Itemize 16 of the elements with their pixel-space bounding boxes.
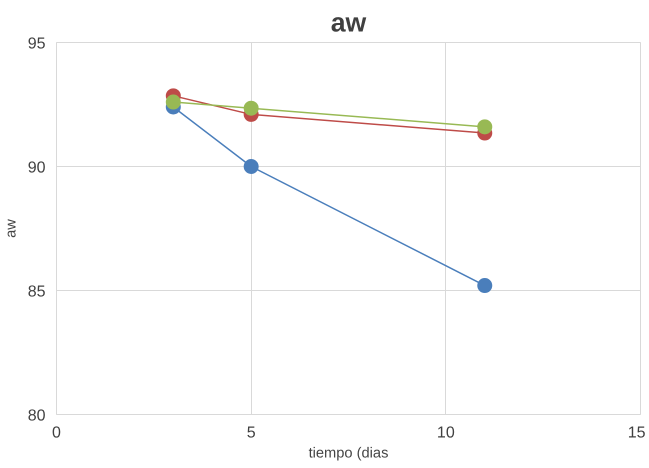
x-axis-title: tiempo (dias — [308, 446, 388, 462]
y-tick-label: 90 — [28, 160, 46, 176]
x-tick-label: 15 — [628, 424, 646, 442]
point — [244, 100, 259, 116]
point — [477, 278, 492, 294]
x-tick-label: 0 — [52, 424, 62, 442]
y-axis-title: aw — [4, 218, 20, 238]
point — [166, 94, 181, 110]
x-tick-label: 5 — [246, 424, 256, 442]
y-tick-label: 95 — [28, 36, 46, 52]
y-tick-label: 80 — [28, 408, 46, 424]
chart-title: aw — [330, 8, 367, 38]
x-tick-label: 10 — [436, 424, 455, 442]
y-tick-label: 85 — [28, 284, 46, 300]
point — [244, 159, 259, 174]
point — [477, 119, 492, 134]
